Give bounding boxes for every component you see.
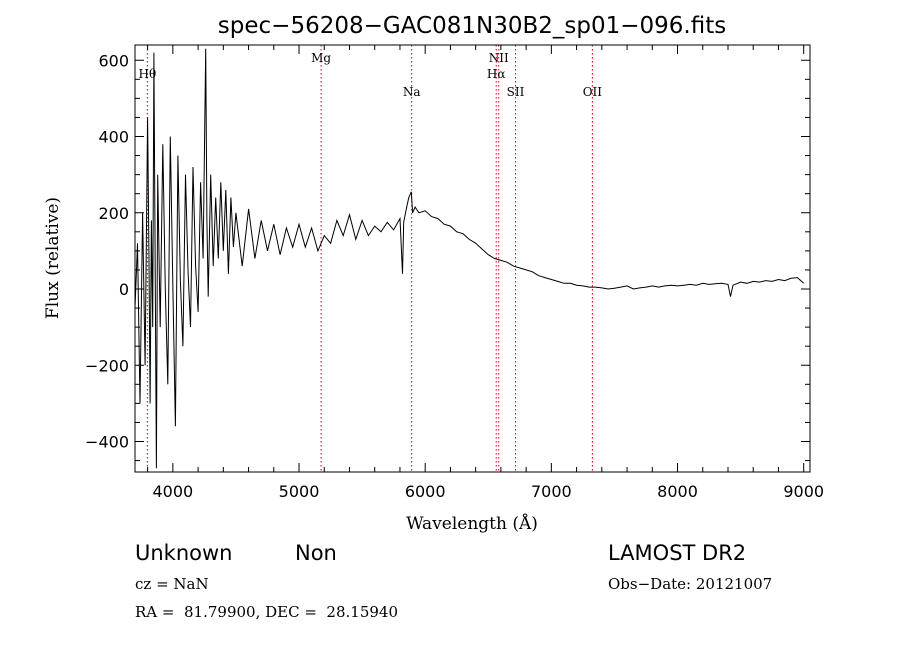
- x-tick-label: 9000: [783, 482, 824, 501]
- coordinates: RA = 81.79900, DEC = 28.15940: [135, 603, 399, 621]
- y-tick-label: 0: [119, 280, 129, 299]
- spectrum-line: [134, 48, 805, 469]
- x-tick-label: 7000: [531, 482, 572, 501]
- chart-title: spec−56208−GAC081N30B2_sp01−096.fits: [218, 13, 726, 39]
- line-marker-label: NII: [489, 51, 509, 65]
- x-axis-label: Wavelength (Å): [406, 513, 538, 534]
- y-tick-label: 600: [98, 51, 129, 70]
- plot-frame: [134, 44, 811, 473]
- line-marker-label: Mg: [311, 51, 331, 65]
- line-marker-label: Hα: [487, 67, 506, 81]
- x-tick-label: 5000: [279, 482, 320, 501]
- x-tick-label: 8000: [657, 482, 698, 501]
- redshift-value: cz = NaN: [135, 575, 209, 593]
- survey-label: LAMOST DR2: [608, 541, 747, 565]
- line-marker-label: Na: [403, 85, 421, 99]
- y-tick-label: −200: [85, 356, 129, 375]
- observation-date: Obs−Date: 20121007: [608, 575, 773, 593]
- line-marker-label: SII: [507, 85, 525, 99]
- x-tick-label: 4000: [152, 482, 193, 501]
- object-class: Unknown: [135, 541, 233, 565]
- y-tick-label: −400: [85, 433, 129, 452]
- line-marker-label: Hθ: [139, 67, 157, 81]
- x-tick-label: 6000: [405, 482, 446, 501]
- y-axis-label: Flux (relative): [43, 197, 63, 319]
- y-tick-label: 200: [98, 204, 129, 223]
- object-subclass: Non: [295, 541, 337, 565]
- line-marker-label: OII: [583, 85, 603, 99]
- y-tick-label: 400: [98, 128, 129, 147]
